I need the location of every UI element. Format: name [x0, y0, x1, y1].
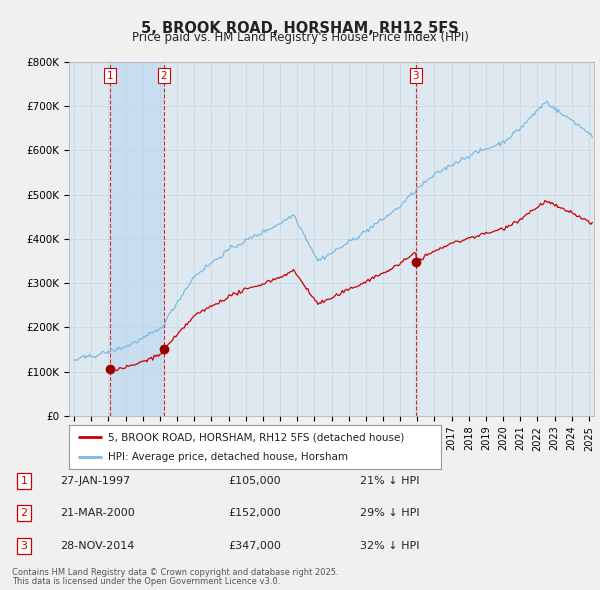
Text: 27-JAN-1997: 27-JAN-1997 — [60, 476, 130, 486]
Text: £105,000: £105,000 — [228, 476, 281, 486]
Bar — [110, 62, 164, 416]
Text: 2: 2 — [20, 509, 28, 518]
Text: 3: 3 — [412, 71, 419, 81]
Text: HPI: Average price, detached house, Horsham: HPI: Average price, detached house, Hors… — [108, 452, 348, 461]
Text: 1: 1 — [106, 71, 113, 81]
Text: 3: 3 — [20, 541, 28, 550]
Text: 29% ↓ HPI: 29% ↓ HPI — [360, 509, 419, 518]
Text: 5, BROOK ROAD, HORSHAM, RH12 5FS: 5, BROOK ROAD, HORSHAM, RH12 5FS — [141, 21, 459, 35]
Text: £347,000: £347,000 — [228, 541, 281, 550]
Text: 21% ↓ HPI: 21% ↓ HPI — [360, 476, 419, 486]
Text: 32% ↓ HPI: 32% ↓ HPI — [360, 541, 419, 550]
Text: Price paid vs. HM Land Registry's House Price Index (HPI): Price paid vs. HM Land Registry's House … — [131, 31, 469, 44]
Text: 21-MAR-2000: 21-MAR-2000 — [60, 509, 135, 518]
Text: £152,000: £152,000 — [228, 509, 281, 518]
Text: 1: 1 — [20, 476, 28, 486]
Text: This data is licensed under the Open Government Licence v3.0.: This data is licensed under the Open Gov… — [12, 577, 280, 586]
Text: 2: 2 — [160, 71, 167, 81]
Text: 5, BROOK ROAD, HORSHAM, RH12 5FS (detached house): 5, BROOK ROAD, HORSHAM, RH12 5FS (detach… — [108, 432, 404, 442]
Text: Contains HM Land Registry data © Crown copyright and database right 2025.: Contains HM Land Registry data © Crown c… — [12, 568, 338, 577]
Text: 28-NOV-2014: 28-NOV-2014 — [60, 541, 134, 550]
